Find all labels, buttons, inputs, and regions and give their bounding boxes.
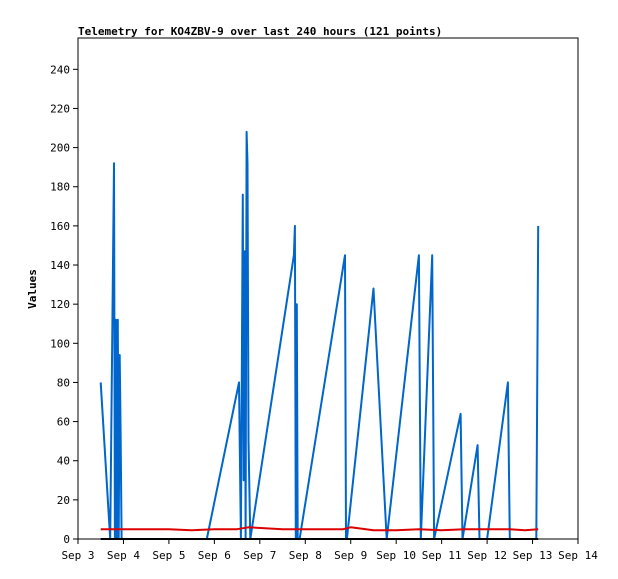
y-tick-label: 160 — [50, 220, 70, 233]
x-tick-label: Sep 12 — [467, 549, 507, 562]
series-line-2 — [100, 526, 539, 532]
y-axis: 0 20 40 60 80 100 120 140 160 180 200 220 240 — [50, 63, 78, 546]
x-tick-label: Sep 13 — [513, 549, 553, 562]
y-tick-label: 200 — [50, 142, 70, 155]
x-tick-label: Sep 3 — [61, 549, 94, 562]
x-axis: Sep 3 Sep 4 Sep 5 Sep 6 Sep 7 Sep 8 Sep 9 Sep 1… — [61, 539, 598, 562]
x-tick-label: Sep 4 — [107, 549, 140, 562]
x-tick-label: Sep 14 — [558, 549, 598, 562]
x-tick-label: Sep 7 — [243, 549, 276, 562]
y-tick-label: 60 — [57, 416, 70, 429]
x-tick-label: Sep 11 — [422, 549, 462, 562]
plot-area — [77, 37, 579, 540]
x-tick-label: Sep 6 — [198, 549, 231, 562]
x-tick-label: Sep 5 — [152, 549, 185, 562]
y-tick-label: 100 — [50, 337, 70, 350]
series-layer — [99, 130, 540, 540]
y-axis-label: Values — [26, 269, 39, 309]
y-tick-label: 20 — [57, 494, 70, 507]
x-tick-label: Sep 10 — [376, 549, 416, 562]
x-tick-label: Sep 8 — [289, 549, 322, 562]
y-tick-label: 180 — [50, 181, 70, 194]
y-tick-label: 80 — [57, 376, 70, 389]
y-tick-label: 120 — [50, 298, 70, 311]
chart-title: Telemetry for KO4ZBV-9 over last 240 hou… — [78, 25, 442, 38]
y-tick-label: 140 — [50, 259, 70, 272]
y-tick-label: 40 — [57, 455, 70, 468]
y-tick-label: 220 — [50, 102, 70, 115]
y-tick-label: 240 — [50, 63, 70, 76]
x-tick-label: Sep 9 — [334, 549, 367, 562]
series-line-1 — [99, 130, 540, 540]
y-tick-label: 0 — [63, 533, 70, 546]
